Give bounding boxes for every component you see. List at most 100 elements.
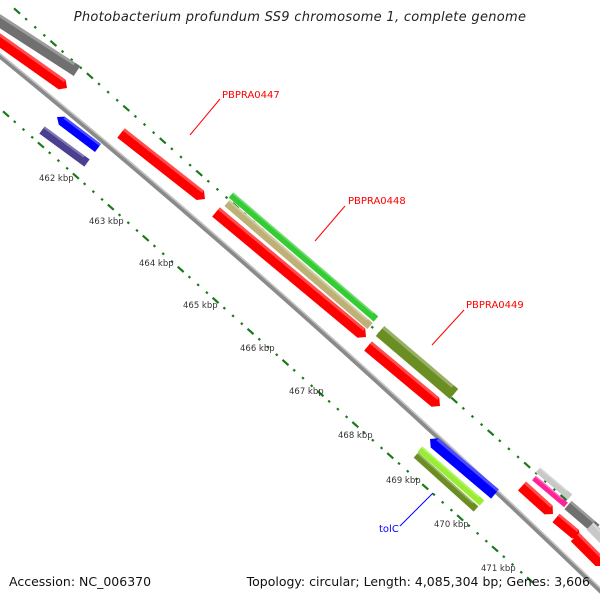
scale-tick xyxy=(467,524,471,528)
outer-tick xyxy=(142,122,147,127)
outer-tick xyxy=(42,33,46,37)
outer-tick xyxy=(70,58,74,62)
gene-pbpra0448[interactable] xyxy=(212,207,370,341)
scale-tick xyxy=(432,492,436,497)
outer-tick xyxy=(179,155,183,159)
scale-label: 464 kbp xyxy=(139,259,174,269)
gene-pink-1[interactable] xyxy=(532,475,568,508)
scale-tick xyxy=(222,306,226,310)
gene-blue-1[interactable] xyxy=(54,113,102,152)
scale-tick xyxy=(107,203,115,211)
outer-tick xyxy=(188,163,192,167)
scale-tick xyxy=(421,483,429,491)
gene-label[interactable]: tolC xyxy=(379,524,399,535)
scale-label: 471 kbp xyxy=(481,564,516,574)
gene-red-5[interactable] xyxy=(570,532,600,570)
gene-label[interactable]: PBPRA0449 xyxy=(466,300,524,311)
outer-tick xyxy=(224,195,229,200)
outer-tick xyxy=(206,179,210,183)
gene-label[interactable]: PBPRA0448 xyxy=(348,196,406,207)
scale-tick xyxy=(72,172,80,180)
gene-label[interactable]: PBPRA0447 xyxy=(222,90,280,101)
outer-tick xyxy=(552,487,557,492)
scale-tick xyxy=(82,182,87,186)
scale-tick xyxy=(205,291,209,295)
accession-label: Accession: NC_006370 xyxy=(9,574,152,589)
outer-tick xyxy=(507,447,511,451)
outer-tick xyxy=(24,17,28,21)
scale-label: 462 kbp xyxy=(39,174,74,184)
outer-tick xyxy=(97,82,101,86)
scale-tick xyxy=(142,234,150,242)
outer-tick xyxy=(450,396,458,404)
scale-tick xyxy=(301,376,305,380)
scale-tick xyxy=(526,576,534,584)
scale-tick xyxy=(257,337,261,341)
scale-tick xyxy=(327,399,331,403)
scale-tick xyxy=(414,477,419,481)
scale-tick xyxy=(100,197,104,202)
scale-tick xyxy=(135,228,139,233)
scale-tick xyxy=(126,221,130,225)
scale-label: 465 kbp xyxy=(183,301,218,311)
scale-tick xyxy=(281,359,290,367)
callout-line xyxy=(399,492,434,527)
scale-tick xyxy=(475,531,480,536)
scale-tick xyxy=(187,275,192,279)
scale-tick xyxy=(519,570,523,574)
gene-red-4[interactable] xyxy=(552,513,583,542)
scale-tick xyxy=(344,415,349,419)
outer-tick xyxy=(370,325,374,329)
scale-tick xyxy=(484,539,488,543)
topology-label: Topology: circular; Length: 4,085,304 bp… xyxy=(246,574,590,589)
scale-tick xyxy=(161,252,165,256)
gene-pbpra0447[interactable] xyxy=(117,128,208,203)
outer-tick xyxy=(106,90,110,94)
scale-tick xyxy=(362,430,366,435)
chromosome-backbone xyxy=(0,52,600,594)
scale-tick xyxy=(56,158,61,163)
outer-tick xyxy=(470,414,475,419)
gene-purple-1[interactable] xyxy=(39,126,90,167)
scale-tick xyxy=(397,461,401,466)
gene-tolc[interactable] xyxy=(413,452,479,512)
scale-tick xyxy=(336,407,340,411)
outer-tick xyxy=(523,461,531,469)
outer-tick xyxy=(152,131,156,135)
scale-label: 467 kbp xyxy=(289,387,324,397)
outer-tick xyxy=(60,49,65,54)
scale-tick xyxy=(91,190,95,194)
scale-tick xyxy=(152,244,157,248)
gene-lime-1[interactable] xyxy=(417,446,485,506)
scale-tick xyxy=(456,514,464,522)
gene-pbpra0449[interactable] xyxy=(375,326,459,399)
scale-label: 463 kbp xyxy=(89,217,124,227)
outer-tick xyxy=(133,114,138,119)
outer-tick xyxy=(498,439,502,443)
gene-green-1[interactable] xyxy=(228,192,379,322)
scale-label: 470 kbp xyxy=(434,520,469,530)
outer-tick xyxy=(516,455,520,459)
outer-tick xyxy=(33,25,37,29)
gene-red-2[interactable] xyxy=(364,341,444,410)
scale-tick xyxy=(246,327,255,335)
gene-tan-1[interactable] xyxy=(224,199,373,330)
gene-blue-2[interactable] xyxy=(426,434,499,499)
outer-tick xyxy=(461,406,465,410)
scale-tick xyxy=(2,110,10,118)
scale-tick xyxy=(502,555,506,559)
scale-tick xyxy=(371,438,375,442)
gene-gray-2[interactable] xyxy=(564,500,600,534)
gene-gray-1[interactable] xyxy=(0,12,81,77)
scale-tick xyxy=(316,390,325,398)
gene-red-1[interactable] xyxy=(0,32,70,93)
gene-lightgray-2[interactable] xyxy=(586,522,600,544)
scale-tick xyxy=(449,508,454,512)
scale-tick xyxy=(196,283,200,287)
map-title: Photobacterium profundum SS9 chromosome … xyxy=(73,10,527,25)
gene-lightgray-1[interactable] xyxy=(535,467,573,500)
gene-red-3[interactable] xyxy=(517,481,557,519)
outer-tick xyxy=(170,147,174,151)
